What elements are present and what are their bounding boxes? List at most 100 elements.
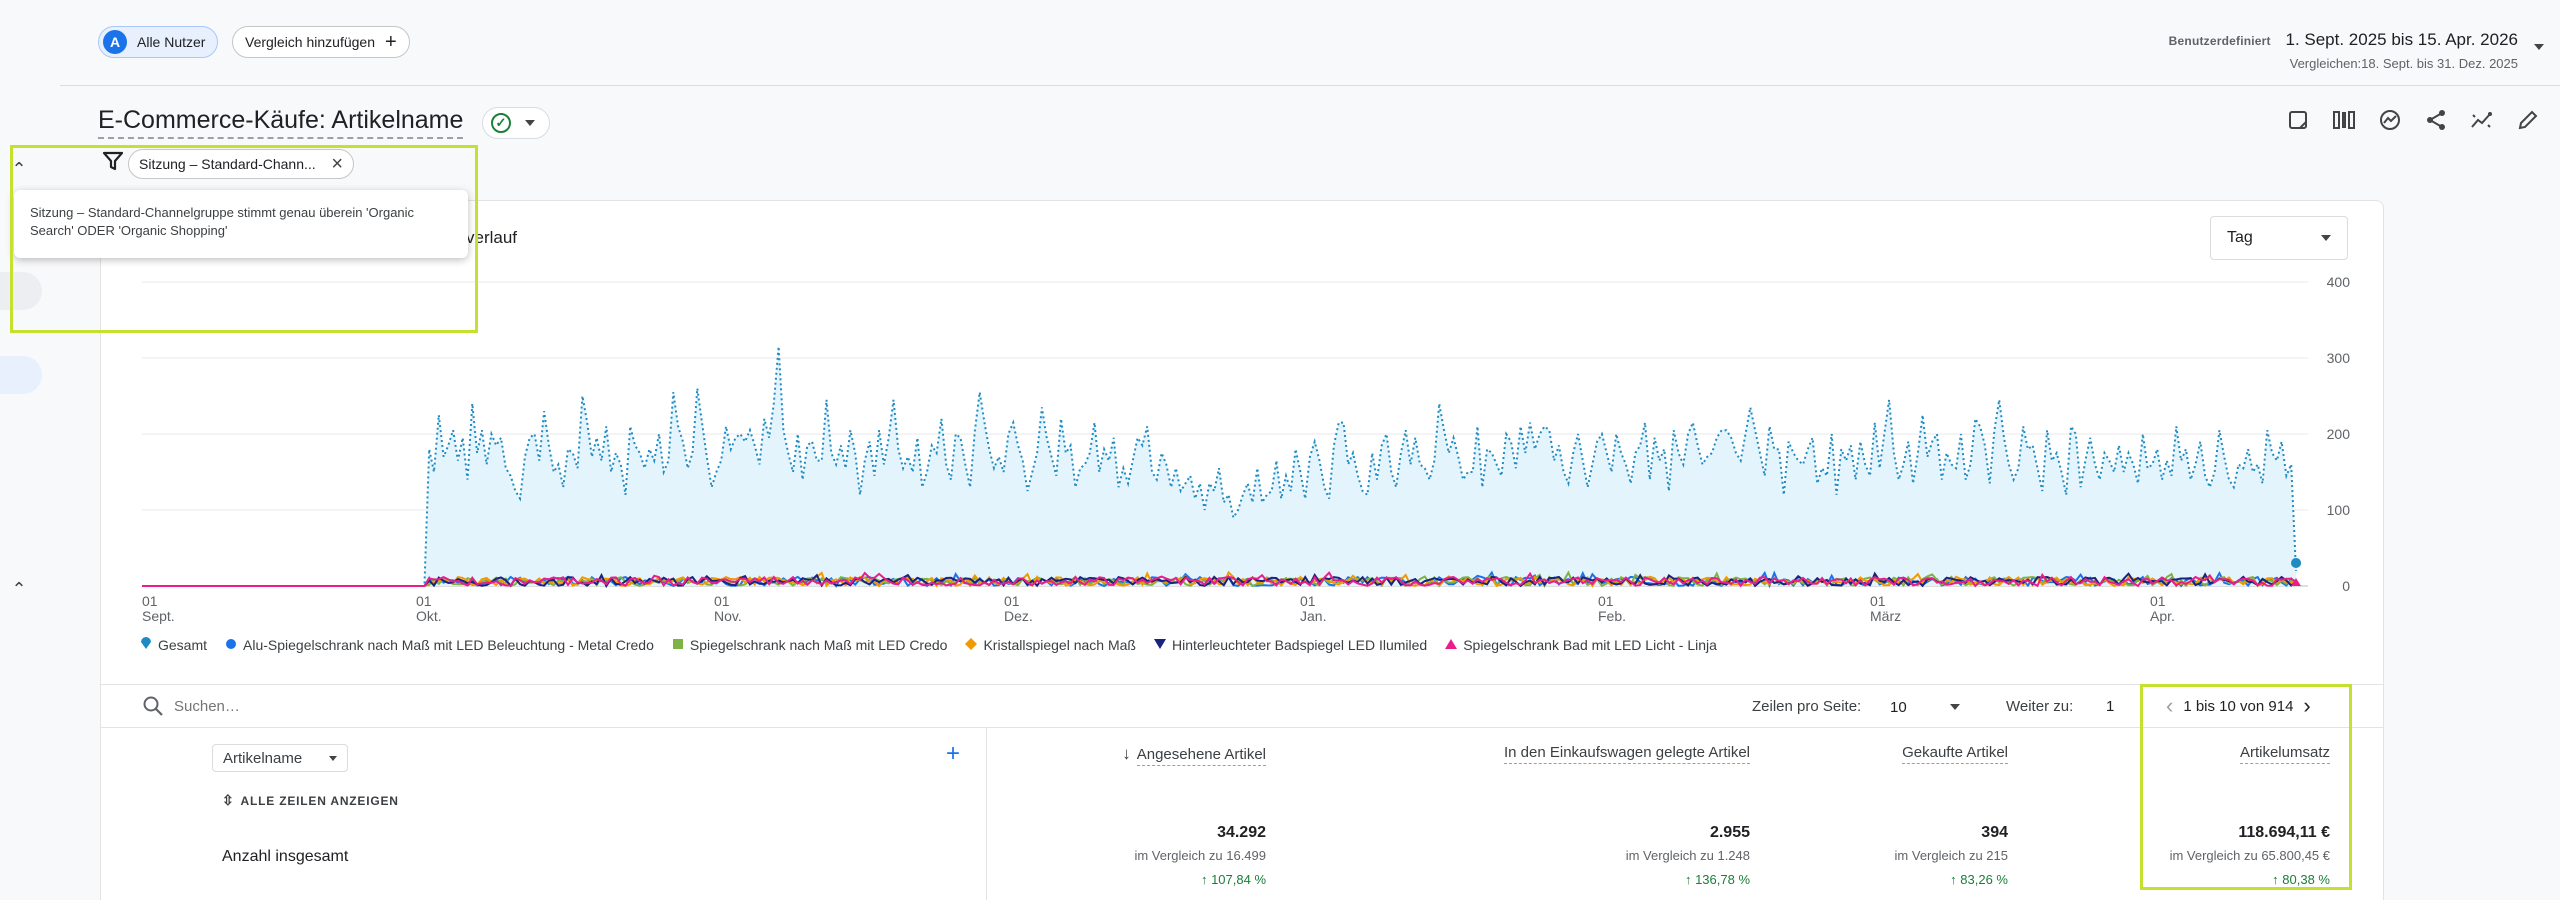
x-tick-label: 01 März — [1870, 593, 1902, 624]
compare-columns-icon[interactable] — [2332, 108, 2356, 132]
filter-chip[interactable]: Sitzung – Standard-Chann... × — [128, 149, 354, 179]
metric-total: 118.694,11 € — [2238, 824, 2330, 841]
x-tick-label: 01 Feb. — [1598, 593, 1627, 624]
legend-marker-icon — [965, 637, 978, 653]
close-icon[interactable]: × — [331, 153, 343, 175]
filter-icon — [102, 151, 124, 171]
legend-marker-icon — [672, 637, 684, 653]
legend-label: Spiegelschrank nach Maß mit LED Credo — [689, 636, 948, 653]
show-all-rows-button[interactable]: ⇳ ALLE ZEILEN ANZEIGEN — [222, 792, 399, 809]
metric-compare: im Vergleich zu 1.248 — [1625, 848, 1750, 863]
goto-input[interactable]: 1 — [2106, 698, 2115, 715]
legend-item[interactable]: Spiegelschrank Bad mit LED Licht - Linja — [1445, 637, 1717, 653]
annotation-icon[interactable] — [2286, 108, 2310, 132]
legend-label: Spiegelschrank Bad mit LED Licht - Linja — [1463, 636, 1717, 653]
report-toolbar — [2286, 108, 2540, 132]
insights-icon[interactable] — [2378, 108, 2402, 132]
legend-label: Gesamt — [158, 636, 208, 653]
date-range: 1. Sept. 2025 bis 15. Apr. 2026 — [2285, 30, 2518, 49]
legend-marker-icon — [1445, 637, 1458, 653]
plus-icon: + — [385, 31, 397, 53]
column-divider — [986, 728, 987, 900]
nav-pill[interactable] — [0, 272, 42, 310]
y-tick-label: 400 — [2326, 274, 2350, 290]
legend-item[interactable]: Hinterleuchteter Badspiegel LED Ilumiled — [1153, 636, 1428, 653]
series-line-5 — [142, 571, 2297, 588]
search-icon — [143, 696, 163, 716]
x-tick-label: 01 Nov. — [714, 593, 742, 624]
prev-page-icon[interactable]: ‹ — [2166, 693, 2174, 718]
metric-compare: im Vergleich zu 65.800,45 € — [2169, 848, 2330, 863]
check-circle-icon: ✓ — [491, 113, 511, 133]
filter-tooltip: Sitzung – Standard-Channelgruppe stimmt … — [14, 190, 468, 258]
series-line-gesamt — [142, 346, 2297, 587]
goto-label: Weiter zu: — [2006, 698, 2074, 715]
add-comparison-chip[interactable]: Vergleich hinzufügen + — [232, 26, 410, 58]
legend-item[interactable]: Alu-Spiegelschrank nach Maß mit LED Bele… — [225, 637, 654, 653]
all-users-chip[interactable]: A Alle Nutzer — [98, 26, 219, 58]
report-status-button[interactable]: ✓ — [482, 107, 550, 139]
metric-change: ↑ 83,26 % — [1950, 872, 2008, 887]
next-page-icon[interactable]: › — [2303, 693, 2311, 718]
legend-marker-icon — [140, 636, 152, 653]
column-header-label: Gekaufte Artikel — [1902, 744, 2008, 764]
x-tick-label: 01 Dez. — [1004, 593, 1033, 624]
x-tick-label: 01 Jan. — [1300, 593, 1327, 624]
date-dropdown-icon[interactable] — [2534, 44, 2544, 50]
trend-icon[interactable] — [2470, 108, 2494, 132]
gesamt-area — [142, 346, 2296, 586]
chevron-down-icon — [2321, 235, 2331, 241]
granularity-select[interactable]: Tag — [2210, 216, 2348, 260]
legend-item[interactable]: Gesamt — [140, 636, 207, 653]
metric-total: 394 — [1981, 824, 2008, 841]
column-header-label: Artikelumsatz — [2239, 744, 2330, 764]
collapse-chevron-icon[interactable]: ⌃ — [11, 159, 27, 179]
legend-item[interactable]: Spiegelschrank nach Maß mit LED Credo — [672, 636, 948, 653]
rows-per-page-value: 10 — [1890, 698, 1907, 716]
metric-change: ↑ 80,38 % — [2272, 872, 2330, 887]
metric-change: ↑ 107,84 % — [1200, 872, 1266, 887]
column-header[interactable]: Gekaufte Artikel — [1902, 744, 2008, 764]
all-users-label: Alle Nutzer — [137, 34, 206, 50]
show-all-rows-label: ALLE ZEILEN ANZEIGEN — [240, 794, 399, 808]
dimension-select[interactable]: Artikelname — [212, 744, 348, 772]
column-header[interactable]: Artikelumsatz — [2239, 744, 2330, 764]
add-dimension-button[interactable]: + — [946, 740, 961, 767]
column-header[interactable]: ↓ Angesehene Artikel — [1122, 744, 1266, 766]
expand-icon: ⇳ — [222, 792, 235, 808]
pagination: ‹ 1 bis 10 von 914 › — [2166, 695, 2311, 717]
compare-range: Vergleichen:18. Sept. bis 31. Dez. 2025 — [2289, 56, 2518, 71]
gesamt-end-marker — [2291, 558, 2302, 576]
rows-per-page-select[interactable]: 10 — [1890, 695, 1960, 719]
column-header-label: In den Einkaufswagen gelegte Artikel — [1504, 744, 1750, 764]
metric-compare: im Vergleich zu 16.499 — [1134, 848, 1266, 863]
rows-per-page-label: Zeilen pro Seite: — [1752, 698, 1862, 715]
legend-item[interactable]: Kristallspiegel nach Maß — [965, 637, 1136, 653]
column-header-label: Angesehene Artikel — [1136, 746, 1266, 766]
chart-legend: Gesamt Alu-Spiegelschrank nach Maß mit LE… — [140, 636, 1717, 653]
column-header[interactable]: In den Einkaufswagen gelegte Artikel — [1504, 744, 1750, 764]
legend-marker-icon — [1153, 637, 1166, 653]
totals-row-label: Anzahl insgesamt — [222, 848, 349, 865]
linja-end-marker — [2291, 578, 2301, 586]
metric-total: 34.292 — [1217, 824, 1266, 841]
edit-icon[interactable] — [2516, 108, 2540, 132]
date-range-picker[interactable]: Benutzerdefiniert 1. Sept. 2025 bis 15. … — [2169, 30, 2518, 71]
filter-chip-label: Sitzung – Standard-Chann... — [139, 156, 316, 172]
top-bar: A Alle Nutzer Vergleich hinzufügen + Ben… — [60, 0, 2560, 86]
dimension-value: Artikelname — [223, 749, 303, 767]
add-comparison-label: Vergleich hinzufügen — [245, 34, 375, 50]
legend-label: Alu-Spiegelschrank nach Maß mit LED Bele… — [243, 636, 654, 653]
nav-pill-active[interactable] — [0, 356, 42, 394]
collapse-chevron-icon-2[interactable]: ⌃ — [11, 579, 27, 599]
search-input[interactable] — [174, 693, 774, 719]
report-title[interactable]: E-Commerce-Käufe: Artikelname — [98, 106, 464, 139]
chevron-down-icon — [1950, 704, 1960, 710]
share-icon[interactable] — [2424, 108, 2448, 132]
date-mode-label: Benutzerdefiniert — [2168, 34, 2271, 48]
metric-compare: im Vergleich zu 215 — [1894, 848, 2008, 863]
metric-total: 2.955 — [1709, 824, 1750, 841]
legend-label: Hinterleuchteter Badspiegel LED Ilumiled — [1171, 636, 1428, 653]
